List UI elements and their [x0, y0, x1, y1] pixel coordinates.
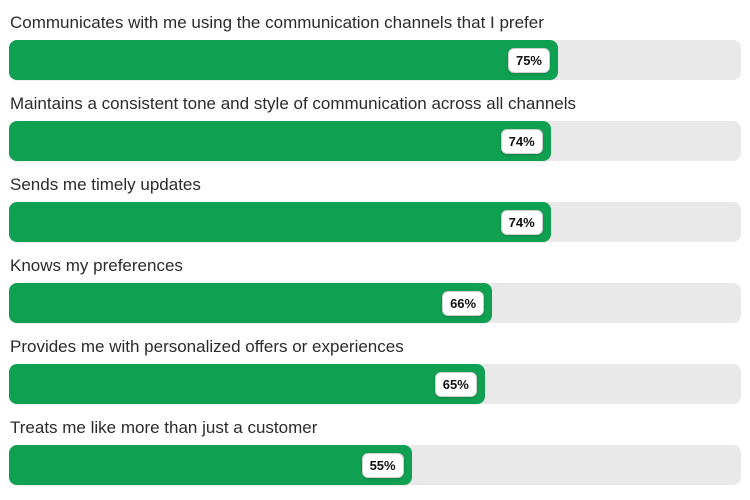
bar-label: Communicates with me using the communica… [10, 13, 544, 32]
bar-fill: 74% [9, 202, 551, 242]
bar-label: Treats me like more than just a customer [10, 418, 318, 437]
value-badge: 66% [442, 290, 485, 316]
bar-fill: 65% [9, 364, 485, 404]
bar-label: Knows my preferences [10, 256, 183, 275]
bar-row: Maintains a consistent tone and style of… [9, 93, 741, 161]
value-badge: 75% [507, 47, 550, 73]
bar-track: 74% [9, 121, 741, 161]
bar-label: Maintains a consistent tone and style of… [10, 94, 577, 113]
value-badge: 55% [361, 452, 404, 478]
bar-fill: 75% [9, 40, 558, 80]
bar-fill: 66% [9, 283, 493, 323]
bar-fill: 55% [9, 445, 412, 485]
value-badge: 74% [500, 128, 543, 154]
bar-track: 74% [9, 202, 741, 242]
bar-track: 66% [9, 283, 741, 323]
value-badge: 74% [500, 209, 543, 235]
bar-label: Provides me with personalized offers or … [10, 337, 404, 356]
bar-row: Communicates with me using the communica… [9, 12, 741, 80]
bar-track: 75% [9, 40, 741, 80]
value-badge: 65% [434, 371, 477, 397]
survey-bar-chart: Communicates with me using the communica… [9, 12, 741, 485]
bar-row: Sends me timely updates 74% [9, 174, 741, 242]
bar-track: 55% [9, 445, 741, 485]
bar-row: Knows my preferences 66% [9, 255, 741, 323]
bar-track: 65% [9, 364, 741, 404]
bar-fill: 74% [9, 121, 551, 161]
bar-row: Treats me like more than just a customer… [9, 417, 741, 485]
bar-row: Provides me with personalized offers or … [9, 336, 741, 404]
bar-label: Sends me timely updates [10, 175, 201, 194]
